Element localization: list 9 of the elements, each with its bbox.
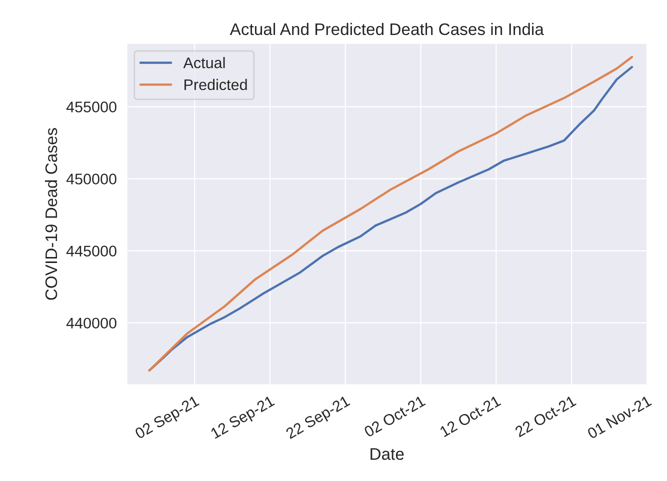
y-axis-title: COVID-19 Dead Cases bbox=[44, 128, 58, 300]
legend-label: Actual bbox=[183, 57, 225, 68]
legend-label: Predicted bbox=[184, 78, 247, 90]
y-tick-label: 450000 bbox=[66, 174, 116, 184]
y-tick-label: 455000 bbox=[66, 102, 116, 112]
chart-title: Actual And Predicted Death Cases in India bbox=[230, 22, 544, 36]
y-tick-label: 445000 bbox=[66, 246, 116, 256]
x-axis-title: Date bbox=[370, 448, 404, 460]
y-tick-label: 440000 bbox=[66, 318, 116, 329]
